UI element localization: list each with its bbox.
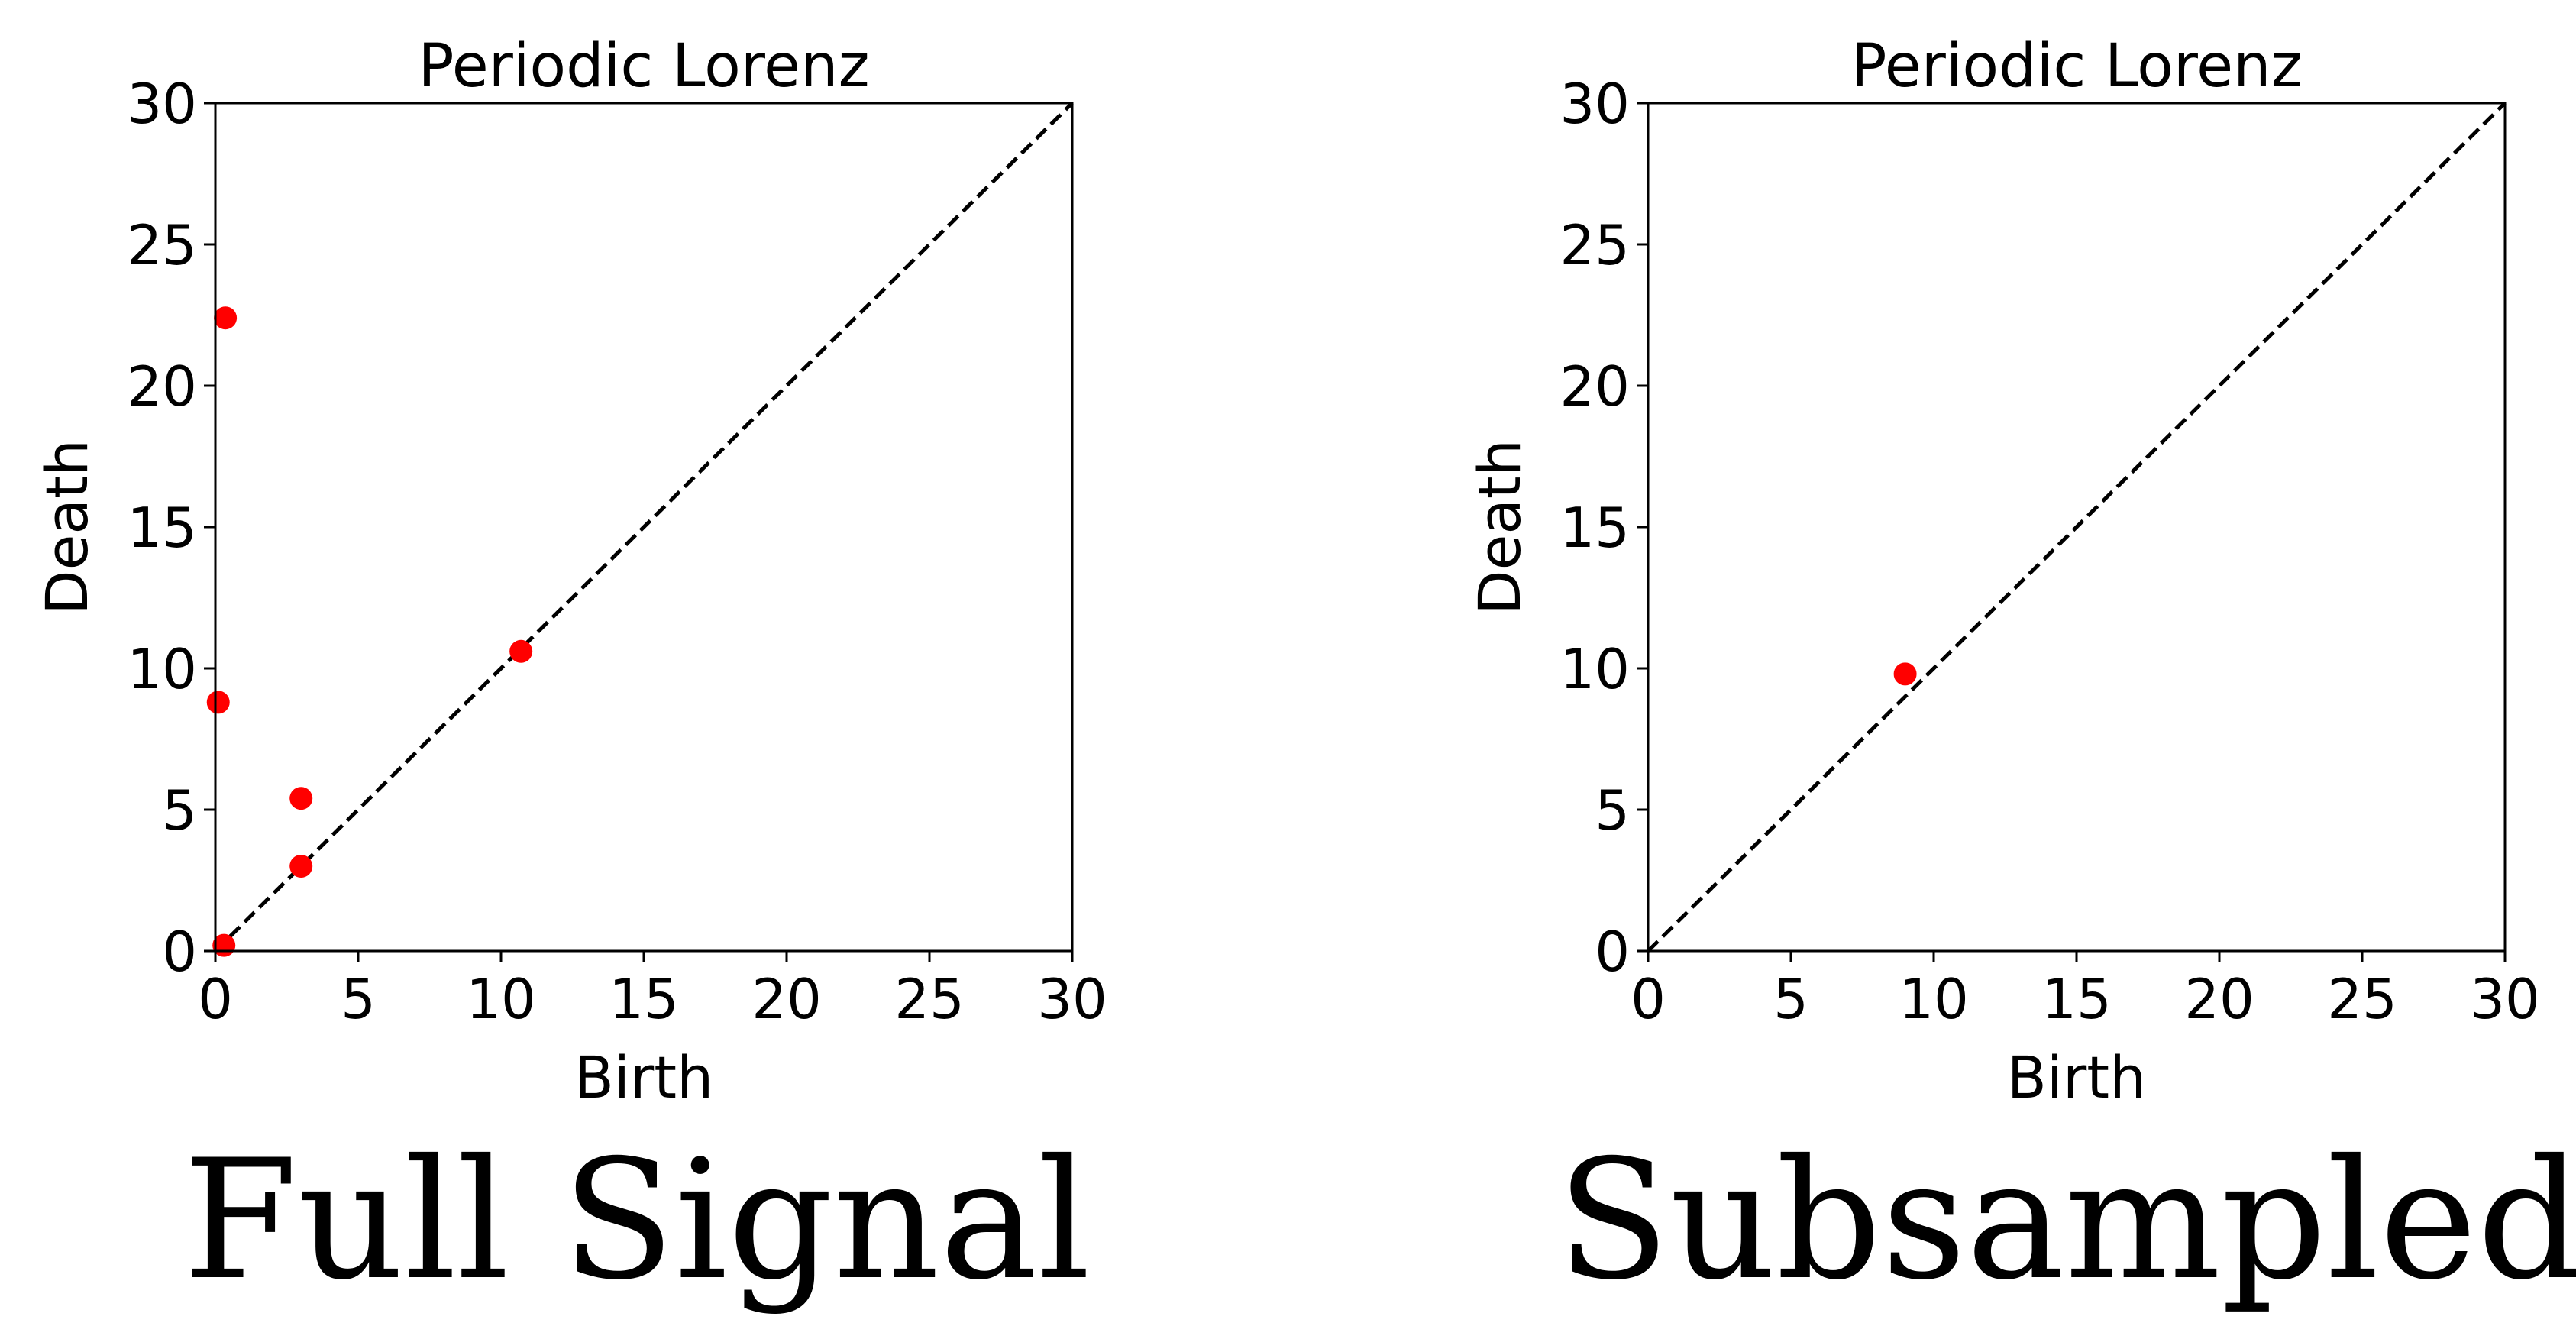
- chart1-x-tick-label-4: 20: [2184, 967, 2254, 1031]
- chart0-x-axis-label: Birth: [574, 1043, 713, 1111]
- chart1-x-tick-label-0: 0: [1631, 967, 1666, 1031]
- chart1-x-tick-label-5: 25: [2327, 967, 2397, 1031]
- chart0-y-tick-label-4: 20: [127, 354, 197, 419]
- chart0-y-axis-label: Death: [33, 439, 101, 615]
- chart0-x-tick-label-5: 25: [894, 967, 965, 1031]
- chart1-x-tick-label-6: 30: [2470, 967, 2540, 1031]
- chart0-y-tick-label-3: 15: [127, 496, 197, 560]
- chart0-diagonal-line: [214, 102, 1074, 953]
- caption-full-signal: Full Signal: [183, 1124, 1091, 1316]
- chart1-y-tick-label-1: 5: [1595, 778, 1630, 843]
- chart1-y-tick-label-6: 30: [1559, 72, 1630, 136]
- chart0-y-tick-label-0: 0: [162, 920, 197, 984]
- caption-subsampled: Subsampled: [1556, 1124, 2576, 1316]
- chart0-point-5: [509, 639, 533, 663]
- chart1-y-tick-label-0: 0: [1595, 920, 1630, 984]
- chart0-point-3: [289, 855, 313, 878]
- chart1-x-axis-label: Birth: [2007, 1043, 2146, 1111]
- chart0-x-tick-label-2: 10: [466, 967, 536, 1031]
- chart1-y-tick-label-4: 20: [1559, 354, 1630, 419]
- chart1-y-axis-label: Death: [1466, 439, 1534, 615]
- chart0-point-0: [214, 306, 238, 330]
- persistence-diagram-full-signal: 0 5 10 15 20 25 30 0 5 10 15 20 25 30 Periodic Lorenz B…: [33, 32, 1107, 1111]
- chart1-y-tick-label-3: 15: [1559, 496, 1630, 560]
- chart0-y-tick-label-5: 25: [127, 213, 197, 277]
- chart0-point-1: [206, 691, 230, 714]
- chart0-y-tick-label-6: 30: [127, 72, 197, 136]
- chart0-x-tick-label-3: 15: [609, 967, 679, 1031]
- chart1-x-tick-label-1: 5: [1773, 967, 1808, 1031]
- chart0-x-tick-label-6: 30: [1037, 967, 1107, 1031]
- chart1-y-tick-label-2: 10: [1559, 637, 1630, 701]
- chart0-x-tick-label-1: 5: [341, 967, 376, 1031]
- chart0-x-tick-label-4: 20: [751, 967, 822, 1031]
- chart1-x-tick-label-3: 15: [2041, 967, 2112, 1031]
- chart1-y-tick-label-5: 25: [1559, 213, 1630, 277]
- chart0-point-2: [289, 787, 313, 810]
- chart1-diagonal-line: [1647, 102, 2507, 953]
- chart0-y-tick-label-1: 5: [162, 778, 197, 843]
- chart0-y-tick-label-2: 10: [127, 637, 197, 701]
- chart1-x-tick-label-2: 10: [1899, 967, 1969, 1031]
- persistence-diagram-subsampled: 0 5 10 15 20 25 30 0 5 10 15 20 25 30 Periodic Lorenz B…: [1466, 32, 2540, 1111]
- chart1-title: Periodic Lorenz: [1850, 32, 2302, 101]
- chart0-x-tick-label-0: 0: [198, 967, 233, 1031]
- chart1-point-0: [1893, 662, 1917, 686]
- chart0-title: Periodic Lorenz: [418, 32, 869, 101]
